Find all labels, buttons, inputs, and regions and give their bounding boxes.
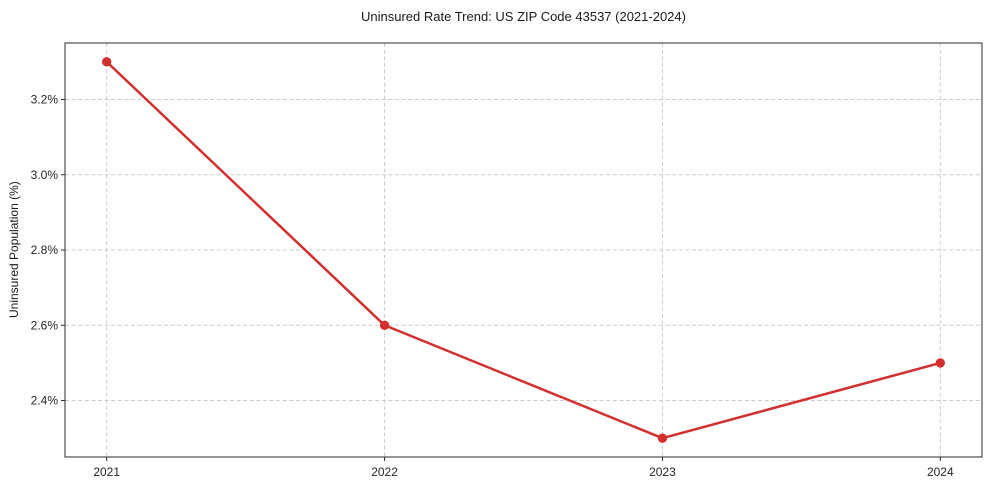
y-tick-label: 3.2% (31, 93, 59, 107)
data-point-marker (379, 320, 390, 330)
x-tick-label: 2024 (927, 465, 954, 479)
x-tick-label: 2023 (649, 465, 676, 479)
x-tick-label: 2022 (371, 465, 398, 479)
y-tick-label: 2.8% (31, 243, 59, 257)
data-point-marker (657, 433, 668, 443)
y-tick-label: 2.6% (31, 318, 59, 332)
data-point-marker (935, 358, 946, 368)
y-tick-label: 3.0% (31, 168, 59, 182)
y-tick-label: 2.4% (31, 394, 59, 408)
trend-line (105, 60, 942, 440)
chart-title: Uninsured Rate Trend: US ZIP Code 43537 … (361, 9, 686, 24)
x-tick-label: 2021 (93, 465, 120, 479)
data-point-marker (101, 57, 112, 67)
